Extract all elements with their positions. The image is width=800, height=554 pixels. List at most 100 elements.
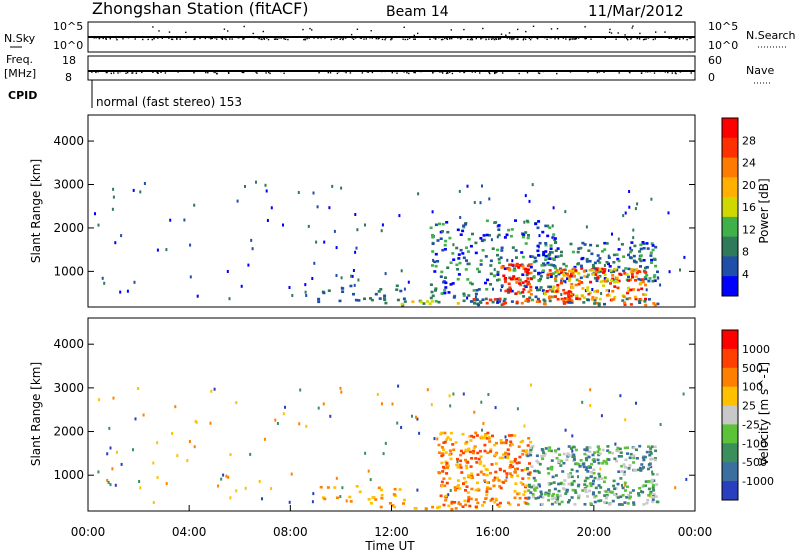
velocity-cell <box>569 472 573 475</box>
power-cell <box>556 286 560 290</box>
velocity-cell <box>506 455 510 458</box>
nsky-point <box>676 37 679 39</box>
velocity-cell <box>557 489 561 493</box>
velocity-cell <box>522 493 526 496</box>
velocity-cell <box>367 469 370 473</box>
nsky-outlier-point <box>664 31 666 33</box>
power-cell <box>524 242 528 245</box>
freq-point <box>271 70 273 72</box>
velocity-cell <box>474 488 478 492</box>
nsky-point <box>682 37 684 40</box>
freq-point <box>488 71 490 74</box>
nsky-point <box>286 36 288 38</box>
velocity-cell <box>464 503 468 507</box>
velocity-cell <box>447 504 451 508</box>
velocity-cell <box>470 434 474 438</box>
nsky-point <box>122 38 124 40</box>
power-cell <box>443 248 447 251</box>
velocity-cell <box>522 449 526 453</box>
nsky-point <box>442 38 444 41</box>
freq-point <box>518 72 520 75</box>
power-cell <box>562 272 566 276</box>
velocity-cell <box>132 448 134 452</box>
power-cell <box>481 249 485 252</box>
velocity-cell <box>651 500 655 504</box>
power-cell <box>525 219 529 223</box>
nsky-point <box>557 37 560 39</box>
nsky-point <box>142 36 145 39</box>
power-cell <box>635 271 639 275</box>
power-cell <box>548 257 552 260</box>
power-cell <box>529 271 533 275</box>
freq-point <box>366 70 368 73</box>
nsky-point <box>255 36 258 38</box>
power-cell <box>545 290 549 293</box>
power-cell <box>126 289 129 293</box>
velocity-cell <box>476 451 480 455</box>
nsky-point <box>645 38 647 40</box>
freq-point <box>205 71 207 74</box>
velocity-cell <box>220 477 223 481</box>
velocity-cell <box>510 434 514 437</box>
nsky-point <box>679 38 681 40</box>
power-cell <box>437 300 441 304</box>
nsky-point <box>273 38 276 40</box>
power-cell <box>568 269 571 273</box>
power-cell <box>529 285 533 289</box>
nsky-point <box>336 37 338 39</box>
velocity-cell <box>469 465 473 468</box>
velocity-cell <box>567 454 571 457</box>
power-cell <box>591 263 595 267</box>
velocity-cell <box>156 441 159 445</box>
power-cell <box>572 267 576 270</box>
velocity-cell <box>474 457 478 460</box>
velocity-cell <box>513 470 517 474</box>
velocity-cell <box>571 455 575 459</box>
power-cell <box>582 296 586 299</box>
nsky-outlier-point <box>550 28 553 30</box>
freq-point <box>329 72 332 74</box>
power-cell <box>426 300 429 303</box>
freq-point <box>99 70 101 72</box>
velocity-cell <box>516 474 520 478</box>
power-cell <box>509 277 513 281</box>
velocity-cell <box>459 459 463 463</box>
power-cell <box>552 295 556 298</box>
velocity-cell <box>577 494 581 498</box>
power-cell <box>653 274 657 277</box>
power-cell <box>461 229 465 233</box>
velocity-cell <box>261 497 263 501</box>
power-cell <box>656 302 660 306</box>
power-cell <box>196 294 199 298</box>
power-colorbar-segment <box>722 276 738 297</box>
velocity-cell <box>506 448 510 451</box>
velocity-cell <box>562 461 566 465</box>
power-cell <box>551 272 555 275</box>
velocity-cell <box>440 446 444 449</box>
velocity-cell <box>210 389 213 393</box>
power-colorbar-tick-label: 12 <box>742 223 756 236</box>
power-cell <box>628 256 632 259</box>
velocity-cell <box>518 496 522 500</box>
velocity-cell <box>464 464 468 468</box>
power-cell <box>467 294 471 297</box>
freq-point <box>503 70 506 72</box>
power-cell <box>436 239 440 242</box>
nsky-outlier-point <box>262 30 264 33</box>
power-cell <box>509 234 513 238</box>
nsky-point <box>147 38 149 41</box>
nsky-point <box>220 37 222 39</box>
velocity-cell <box>222 473 225 477</box>
nave-label: Nave <box>746 64 774 77</box>
velocity-cell <box>504 452 508 455</box>
velocity-cell <box>396 421 399 425</box>
power-cell <box>630 273 634 276</box>
velocity-cell <box>469 439 473 442</box>
velocity-cell <box>339 386 342 390</box>
power-cell <box>535 286 539 289</box>
velocity-cell <box>441 470 445 473</box>
power-cell <box>328 206 331 210</box>
power-cell <box>552 264 556 267</box>
power-cell <box>596 270 600 274</box>
nsky-point <box>501 36 503 38</box>
